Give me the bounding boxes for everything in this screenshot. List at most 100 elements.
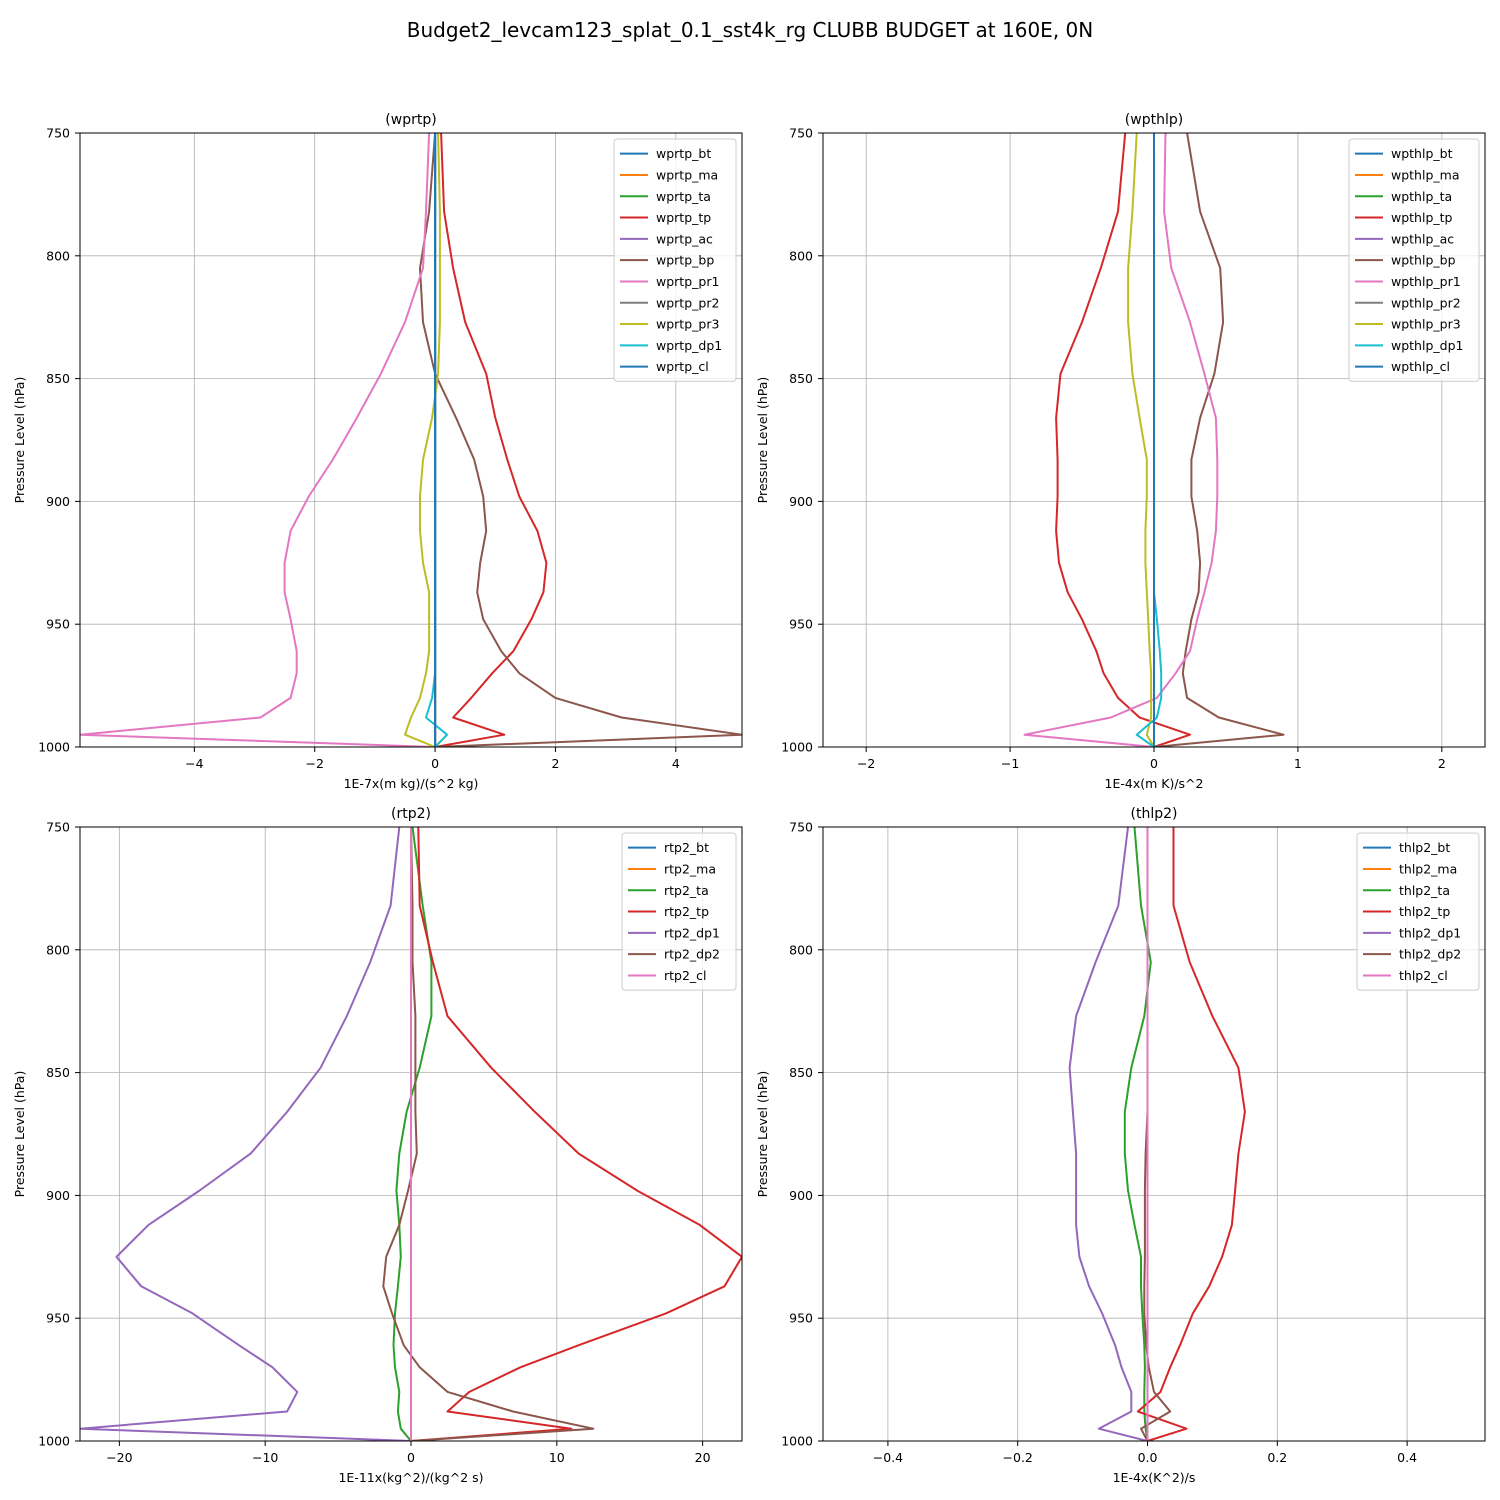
legend-label: thlp2_dp2 [1399,947,1461,962]
y-tick-label: 750 [789,820,813,835]
y-tick-label: 1000 [38,740,70,755]
legend-label: rtp2_cl [664,968,707,983]
x-tick-label: 4 [672,756,680,771]
y-tick-label: 750 [46,820,70,835]
y-axis-label: Pressure Level (hPa) [12,377,27,504]
y-tick-label: 750 [46,126,70,141]
legend: rtp2_bt rtp2_ma rtp2_ta rtp2_tp rtp2_dp1 rtp2… [621,832,737,991]
y-tick-label: 950 [46,617,70,632]
legend-label: wpthlp_cl [1391,359,1450,374]
legend-label: wprtp_dp1 [656,338,722,353]
legend-label: rtp2_dp2 [664,947,720,962]
panel-title: (thlp2) [1131,806,1178,822]
series-line-wprtp_pr1 [80,133,436,747]
y-tick-label: 1000 [38,1434,70,1449]
x-tick-label: 0 [1150,756,1158,771]
series-line-wpthlp_pr3 [1127,133,1155,747]
y-tick-label: 850 [46,371,70,386]
series-line-rtp2_dp2 [382,827,595,1441]
y-axis-label: Pressure Level (hPa) [12,1071,27,1198]
x-tick-label: 1 [1294,756,1302,771]
legend-label: rtp2_ta [664,883,709,898]
x-tick-label: −10 [252,1450,278,1465]
y-tick-label: 850 [46,1065,70,1080]
y-tick-label: 900 [46,1188,70,1203]
legend-label: rtp2_dp1 [664,925,720,940]
legend-label: wpthlp_pr1 [1391,274,1461,289]
legend-box [621,832,737,991]
legend-label: wpthlp_pr2 [1391,295,1461,310]
legend-label: wpthlp_ma [1391,167,1459,182]
legend-label: rtp2_ma [664,861,716,876]
legend-label: rtp2_tp [664,904,709,919]
legend-label: wprtp_pr2 [656,295,719,310]
panel-title: (wprtp) [385,112,436,128]
x-tick-label: −2 [305,756,323,771]
series-line-wprtp_bp [419,133,742,747]
legend-label: wpthlp_bt [1391,146,1453,161]
x-tick-label: −0.4 [873,1450,903,1465]
plot-frame [79,132,743,748]
y-tick-label: 950 [46,1311,70,1326]
legend: wprtp_bt wprtp_ma wprtp_ta wprtp_tp wprtp_ac… [613,138,737,382]
series-line-thlp2_dp1 [1068,827,1148,1441]
legend-label: wprtp_ma [656,167,718,182]
legend-label: thlp2_ta [1399,883,1450,898]
x-tick-label: −2 [857,756,875,771]
y-tick-label: 1000 [781,1434,813,1449]
y-tick-label: 1000 [781,740,813,755]
x-axis-label: 1E-11x(kg^2)/(kg^2 s) [338,1470,483,1485]
legend-label: rtp2_bt [664,840,709,855]
series-line-thlp2_ta [1123,827,1152,1441]
y-tick-label: 750 [789,126,813,141]
legend-label: wpthlp_tp [1391,210,1453,225]
y-tick-label: 800 [46,942,70,957]
figure-title: Budget2_levcam123_splat_0.1_sst4k_rg CLU… [407,18,1093,42]
legend-box [613,138,737,382]
x-tick-label: 0.4 [1397,1450,1417,1465]
legend-label: wprtp_bp [656,253,714,268]
series-line-rtp2_ta [392,827,433,1441]
y-tick-label: 900 [789,494,813,509]
x-tick-label: −4 [185,756,203,771]
y-tick-label: 850 [789,1065,813,1080]
x-axis-label: 1E-4x(m K)/s^2 [1105,776,1204,791]
x-axis-label: 1E-4x(K^2)/s [1113,1470,1196,1485]
y-axis-label: Pressure Level (hPa) [755,377,770,504]
chart-panel-1: −2 −1 0 1 2 750 800 850 900 950 1000 (wpthlp) 1E-4x(… [755,112,1486,791]
x-tick-label: 10 [549,1450,565,1465]
x-tick-label: 0.2 [1267,1450,1287,1465]
y-tick-label: 900 [789,1188,813,1203]
series-line-rtp2_tp [410,827,742,1441]
panels: −4 −2 0 2 4 750 800 850 900 950 1000 (wprtp) 1E-7x(m… [12,112,1486,1485]
legend-label: thlp2_ma [1399,861,1457,876]
legend-label: thlp2_tp [1399,904,1450,919]
y-tick-label: 900 [46,494,70,509]
legend-label: wprtp_ac [656,231,713,246]
panel-title: (rtp2) [391,806,431,822]
panel-title: (wpthlp) [1125,112,1183,128]
y-tick-label: 800 [789,248,813,263]
series-line-wprtp_pr3 [404,133,441,747]
x-tick-label: −1 [1001,756,1019,771]
y-tick-label: 850 [789,371,813,386]
series-group [1023,133,1285,747]
series-line-wpthlp_bp [1153,133,1285,747]
series-line-wpthlp_pr1 [1023,133,1219,747]
x-tick-label: 0.0 [1138,1450,1158,1465]
x-tick-label: 2 [551,756,559,771]
series-line-rtp2_dp1 [80,827,412,1441]
legend-label: wprtp_tp [656,210,711,225]
legend-box [1348,138,1480,382]
legend-label: wprtp_bt [656,146,711,161]
y-tick-label: 800 [46,248,70,263]
x-axis-label: 1E-7x(m kg)/(s^2 kg) [344,776,479,791]
chart-panel-3: −0.4 −0.2 0.0 0.2 0.4 750 800 850 900 950 1000 (thl… [755,806,1486,1485]
legend-label: wprtp_ta [656,189,711,204]
legend-label: wprtp_pr1 [656,274,719,289]
chart-panel-2: −20 −10 0 10 20 750 800 850 900 950 1000 (rtp2) 1E-1… [12,806,743,1485]
x-tick-label: 20 [695,1450,711,1465]
x-tick-label: −0.2 [1003,1450,1033,1465]
